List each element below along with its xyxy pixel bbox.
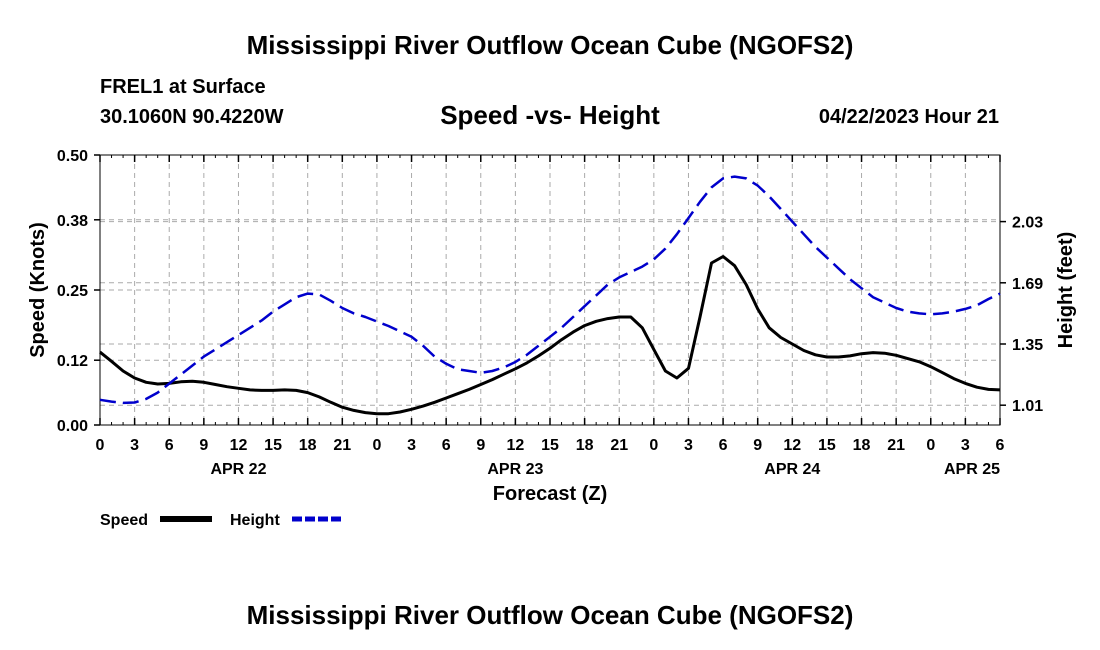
legend-speed-label: Speed — [100, 512, 148, 529]
x-tick-label: 9 — [199, 437, 208, 454]
x-tick-label: 15 — [818, 437, 836, 454]
x-tick-label: 18 — [576, 437, 594, 454]
y-tick-label: 0.00 — [57, 418, 88, 435]
y-axis-label: Speed (Knots) — [27, 222, 49, 358]
x-tick-label: 12 — [506, 437, 524, 454]
y-tick-label: 0.12 — [57, 353, 88, 370]
station-coordinates: 30.1060N 90.4220W — [100, 106, 284, 128]
y2-tick-label: 1.69 — [1012, 276, 1043, 293]
page-title-top: Mississippi River Outflow Ocean Cube (NG… — [246, 30, 854, 60]
x-tick-label: 3 — [684, 437, 693, 454]
station-name: FREL1 at Surface — [100, 76, 266, 98]
x-tick-label: 21 — [333, 437, 351, 454]
x-tick-label: 6 — [442, 437, 451, 454]
y2-tick-label: 1.01 — [1012, 398, 1043, 415]
plot-title: Speed -vs- Height — [440, 100, 660, 130]
legend-height-label: Height — [230, 512, 280, 529]
x-axis-label: Forecast (Z) — [493, 483, 607, 505]
x-tick-label: 0 — [372, 437, 381, 454]
x-tick-label: 12 — [783, 437, 801, 454]
x-tick-label: 21 — [887, 437, 905, 454]
x-tick-label: 18 — [853, 437, 871, 454]
x-tick-label: 15 — [264, 437, 282, 454]
x-tick-label: 0 — [649, 437, 658, 454]
y-tick-label: 0.25 — [57, 283, 88, 300]
x-tick-label: 21 — [610, 437, 628, 454]
x-tick-label: 6 — [996, 437, 1005, 454]
x-tick-label: 9 — [476, 437, 485, 454]
page-title-bottom: Mississippi River Outflow Ocean Cube (NG… — [246, 600, 854, 630]
speed-series-line — [99, 255, 1001, 416]
date-label: APR 25 — [944, 461, 1000, 478]
x-tick-label: 3 — [407, 437, 416, 454]
x-tick-label: 3 — [130, 437, 139, 454]
y2-tick-label: 2.03 — [1012, 215, 1043, 232]
forecast-datetime: 04/22/2023 Hour 21 — [818, 106, 999, 128]
y-tick-label: 0.50 — [57, 148, 88, 165]
x-tick-label: 0 — [96, 437, 105, 454]
x-tick-label: 9 — [753, 437, 762, 454]
date-label: APR 23 — [487, 461, 543, 478]
y2-tick-label: 1.35 — [1012, 337, 1043, 354]
y-tick-label: 0.38 — [57, 213, 88, 230]
x-tick-label: 18 — [299, 437, 317, 454]
y2-axis-label: Height (feet) — [1055, 232, 1077, 349]
x-tick-label: 12 — [230, 437, 248, 454]
x-tick-label: 6 — [165, 437, 174, 454]
x-tick-label: 3 — [961, 437, 970, 454]
date-label: APR 22 — [210, 461, 266, 478]
height-series-line — [99, 175, 1001, 405]
x-tick-label: 0 — [926, 437, 935, 454]
grid — [99, 154, 1001, 426]
date-label: APR 24 — [764, 461, 820, 478]
x-tick-label: 15 — [541, 437, 559, 454]
x-tick-label: 6 — [719, 437, 728, 454]
